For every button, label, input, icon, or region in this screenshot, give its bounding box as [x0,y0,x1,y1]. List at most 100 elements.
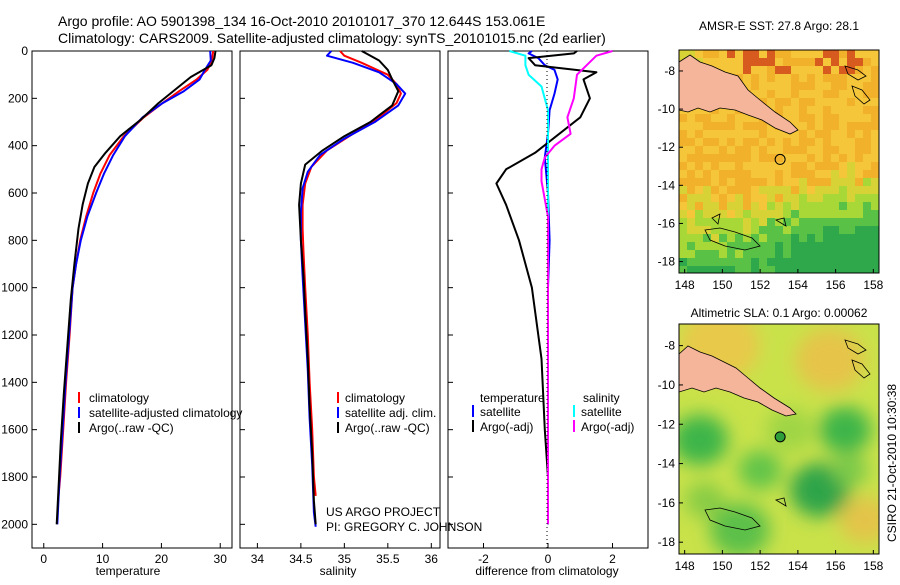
sst-pixel [823,82,831,90]
sst-pixel [727,66,735,74]
sst-pixel [823,90,831,98]
sst-pixel [783,202,791,210]
sst-pixel [799,130,807,138]
y-tick-label: 400 [8,139,28,153]
map-x-tick-label: 158 [863,278,883,292]
sst-pixel [783,242,791,250]
sst-pixel [727,106,735,114]
sst-pixel [823,138,831,146]
sst-pixel [823,242,831,250]
sst-pixel [807,98,815,106]
sst-pixel [839,250,847,258]
sst-pixel [727,114,735,122]
sst-pixel [823,194,831,202]
sst-pixel [871,98,879,106]
sst-pixel [767,50,775,58]
sst-pixel [807,154,815,162]
map-x-tick-label: 158 [863,559,883,573]
sst-pixel [759,250,767,258]
legend-label: satellite [581,405,622,419]
sst-pixel [839,210,847,218]
sst-pixel [823,114,831,122]
sst-pixel [847,250,855,258]
sst-pixel [863,50,871,58]
sst-pixel [863,82,871,90]
sst-pixel [815,146,823,154]
sst-pixel [727,202,735,210]
sst-pixel [759,266,767,273]
sst-pixel [695,186,703,194]
sst-pixel [847,210,855,218]
sst-pixel [783,154,791,162]
sst-pixel [823,146,831,154]
sst-pixel [767,74,775,82]
sst-pixel [831,114,839,122]
sst-pixel [791,146,799,154]
map-y-tick-label: -10 [658,102,676,116]
sst-pixel [751,202,759,210]
sst-pixel [863,226,871,234]
sst-pixel [791,226,799,234]
sst-pixel [855,194,863,202]
sst-pixel [679,170,687,178]
sst-pixel [799,114,807,122]
sst-pixel [719,154,727,162]
sst-pixel [703,194,711,202]
sst-pixel [743,258,751,266]
sst-pixel [799,50,807,58]
sst-pixel [759,122,767,130]
sst-pixel [783,186,791,194]
sla-anomaly-blob [679,414,728,466]
sst-pixel [847,146,855,154]
island [704,507,761,531]
legend-label: Argo(..raw -QC) [345,421,430,435]
sst-pixel [703,242,711,250]
map-y-tick-label: -14 [658,178,676,192]
sst-pixel [767,258,775,266]
sst-pixel [743,50,751,58]
sst-pixel [767,170,775,178]
sst-pixel [847,226,855,234]
sst-pixel [783,170,791,178]
map-x-tick-label: 154 [788,559,808,573]
sst-pixel [823,170,831,178]
sst-pixel [695,138,703,146]
sst-pixel [687,226,695,234]
sst-pixel [815,58,823,66]
sst-pixel [807,114,815,122]
sst-pixel [751,178,759,186]
sst-pixel [847,234,855,242]
y-tick-label: 600 [8,186,28,200]
sst-pixel [855,234,863,242]
sst-pixel [751,146,759,154]
sst-pixel [711,146,719,154]
sst-pixel [711,194,719,202]
sst-pixel [815,186,823,194]
sst-pixel [807,162,815,170]
sst-pixel [775,234,783,242]
sst-pixel [775,146,783,154]
sst-pixel [743,266,751,273]
profile-line-argo-raw-qc- [298,50,400,525]
sst-pixel [751,162,759,170]
sst-pixel [751,50,759,58]
sst-pixel [775,210,783,218]
sla-anomaly-blob [819,406,871,454]
sst-pixel [695,242,703,250]
sst-pixel [815,266,823,273]
credit-pi: PI: GREGORY C. JOHNSON [326,520,482,534]
sst-pixel [839,266,847,273]
sst-pixel [791,194,799,202]
sst-pixel [743,202,751,210]
sst-pixel [855,170,863,178]
sst-pixel [847,194,855,202]
sst-pixel [711,234,719,242]
sst-pixel [823,98,831,106]
sst-pixel [759,178,767,186]
sst-pixel [807,178,815,186]
sst-pixel [871,146,879,154]
sst-pixel [791,90,799,98]
sst-pixel [799,202,807,210]
sst-pixel [679,138,687,146]
sst-pixel [711,242,719,250]
